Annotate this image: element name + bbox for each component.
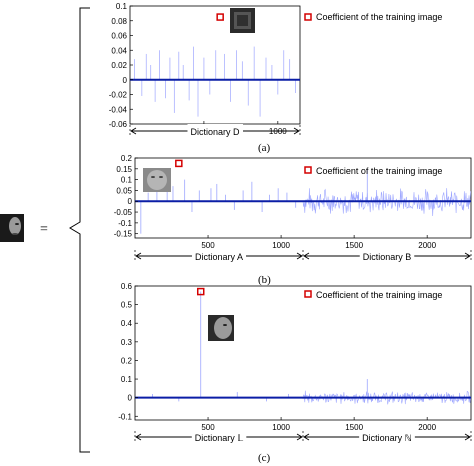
panel-c-ytick-label: 0.1 xyxy=(121,375,133,384)
panel-c-ytick-label: -0.1 xyxy=(118,412,132,421)
panel-c-dict-label-bg xyxy=(359,430,415,443)
panel-b-xtick-label: 500 xyxy=(201,241,215,250)
panel-c-dict-label-bg xyxy=(191,430,247,443)
panel-c-ytick-label: 0.5 xyxy=(121,301,133,310)
panel-b-dict-arrow-right xyxy=(296,252,303,260)
panel-a-ytick-label: -0.04 xyxy=(109,105,128,114)
panel-c-legend: Coefficient of the training image xyxy=(316,290,442,300)
panel-a-ytick-label: 0.02 xyxy=(111,61,127,70)
panel-c: 0.60.50.40.30.20.10-0.1 500 1000 1500 2000 … xyxy=(118,282,472,464)
panel-c-dict-arrow-right xyxy=(464,433,471,441)
panel-c-legend-marker xyxy=(304,290,312,298)
panel-b-xtick-label: 2000 xyxy=(418,241,436,250)
panel-c-dense-coefficients xyxy=(302,390,471,405)
panel-a-ytick-label: 0.08 xyxy=(111,17,127,26)
panel-a-training-marker xyxy=(216,13,224,21)
panel-c-thumbnail xyxy=(208,315,234,341)
panel-a-thumbnail xyxy=(230,8,255,33)
panel-a-axes xyxy=(129,5,301,125)
panel-a-legend: Coefficient of the training image xyxy=(316,12,442,22)
panel-c-dict-label: Dictionary ℕ xyxy=(362,433,412,443)
panel-c-xtick-label: 500 xyxy=(201,423,215,432)
panel-b-ytick-label: 0.2 xyxy=(121,154,133,163)
panel-c-ytick-label: 0 xyxy=(128,394,133,403)
panel-b-xtick-label: 1000 xyxy=(272,241,290,250)
panel-c-dict-label: Dictionary 𝕃 xyxy=(195,433,244,443)
panel-c-xtick-label: 2000 xyxy=(418,423,436,432)
panel-c-xtick-label: 1000 xyxy=(272,423,290,432)
panel-c-dict-arrow-right xyxy=(296,433,303,441)
panel-b-dict-arrow-right xyxy=(464,252,471,260)
panel-b-ytick-label: 0.1 xyxy=(121,176,133,185)
panel-a-ytick-label: 0.04 xyxy=(111,46,127,55)
panel-a: 0.10.080.060.040.020-0.02-0.04-0.06 5001… xyxy=(109,2,443,154)
panel-c-dict-arrow-left xyxy=(303,433,310,441)
panel-b-axes xyxy=(134,157,472,239)
panel-a-label: (a) xyxy=(258,142,271,154)
panel-b-dict-arrow-left xyxy=(303,252,310,260)
panel-b-dict-label-bg xyxy=(359,249,415,262)
panel-c-dict-arrow-left xyxy=(135,433,142,441)
panel-a-dict-arrow-left xyxy=(130,127,137,135)
panel-b-training-marker xyxy=(175,159,183,168)
panel-c-label: (c) xyxy=(258,452,271,464)
panel-b-ytick-label: 0.15 xyxy=(116,165,132,174)
panel-c-axes xyxy=(134,285,472,421)
panel-a-dict-arrow-right xyxy=(293,127,300,135)
panel-a-ytick-label: 0 xyxy=(123,76,128,85)
panel-b-ytick-label: 0.05 xyxy=(116,186,132,195)
panel-a-dict-label: Dictionary D xyxy=(190,127,240,137)
panel-c-ytick-label: 0.4 xyxy=(121,319,133,328)
panel-b-dict-label: Dictionary A xyxy=(195,252,243,262)
panel-c-ytick-label: 0.2 xyxy=(121,356,133,365)
panel-a-legend-marker xyxy=(304,13,312,21)
query-face-image xyxy=(0,214,24,242)
panel-b-ytick-label: -0.1 xyxy=(118,219,132,228)
panel-b-dict-arrow-left xyxy=(135,252,142,260)
equals-sign: = xyxy=(40,222,48,237)
panel-c-training-marker xyxy=(196,287,205,296)
panel-a-ytick-label: -0.02 xyxy=(109,91,128,100)
panel-a-dict-label-bg xyxy=(187,124,244,137)
panel-b-legend-marker xyxy=(304,166,312,174)
panel-a-ytick-label: 0.06 xyxy=(111,32,127,41)
panel-b-dict-label-bg xyxy=(191,249,247,262)
panel-b-xtick-label: 1500 xyxy=(345,241,363,250)
panel-b-ytick-label: 0 xyxy=(128,197,133,206)
panel-b-dict-label: Dictionary B xyxy=(363,252,412,262)
panel-c-ytick-label: 0.6 xyxy=(121,282,133,291)
panel-b-dense-coefficients xyxy=(302,188,471,217)
panel-b: 0.2 0.15 0.10.05 0 -0.05 -0.1 -0.15 500 1000 150… xyxy=(114,154,472,286)
panel-b-ytick-label: -0.15 xyxy=(114,230,133,239)
panel-b-ytick-label: -0.05 xyxy=(114,208,133,217)
panel-a-xtick-label: 1000 xyxy=(269,127,287,136)
panel-b-thumbnail xyxy=(143,168,171,192)
panel-a-ytick-label: 0.1 xyxy=(116,2,128,11)
panel-c-ytick-label: 0.3 xyxy=(121,338,133,347)
brace xyxy=(69,7,90,453)
panel-b-legend: Coefficient of the training image xyxy=(316,166,442,176)
panel-c-xtick-label: 1500 xyxy=(345,423,363,432)
panel-b-label: (b) xyxy=(258,274,271,286)
panel-a-ytick-label: -0.06 xyxy=(109,120,128,129)
